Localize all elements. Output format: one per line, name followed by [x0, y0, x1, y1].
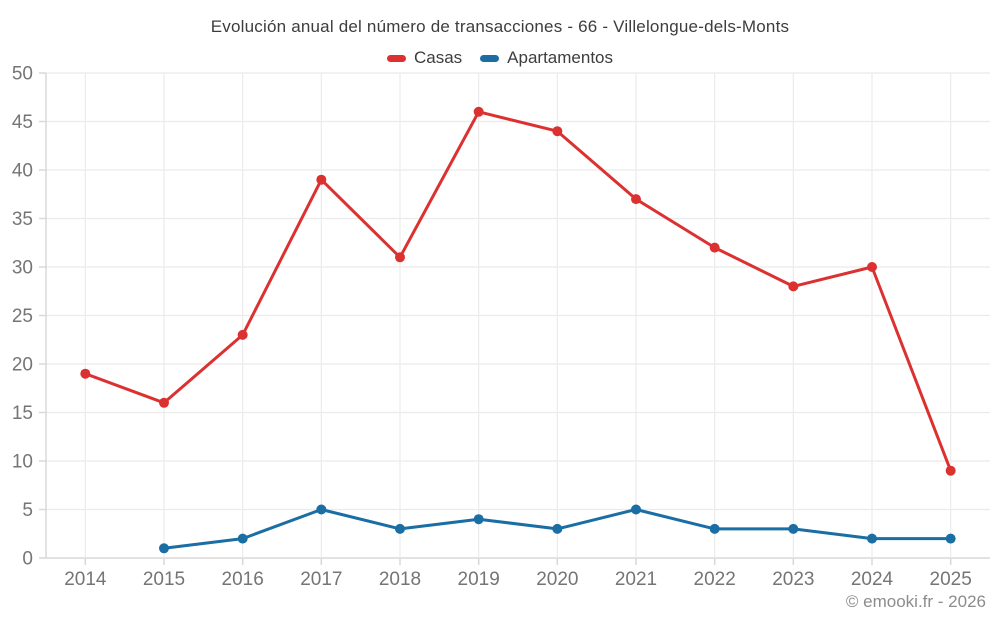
legend-item-casas[interactable]: Casas [386, 48, 463, 68]
x-tick-label: 2020 [536, 569, 578, 590]
point-casas-2020[interactable] [552, 126, 563, 137]
point-apartamentos-2017[interactable] [316, 504, 327, 515]
y-tick-label: 20 [12, 355, 33, 376]
legend-marker-apartamentos [480, 54, 500, 62]
x-tick-label: 2014 [64, 569, 107, 590]
y-tick-label: 15 [12, 403, 33, 424]
legend-marker-casas [386, 54, 406, 62]
x-tick-label: 2018 [379, 569, 421, 590]
chart-legend: Casas Apartamentos [0, 48, 1000, 68]
y-tick-label: 30 [12, 258, 33, 279]
point-casas-2018[interactable] [395, 252, 405, 263]
copyright-text: © emooki.fr - 2026 [845, 592, 986, 611]
point-casas-2023[interactable] [788, 281, 799, 292]
y-tick-label: 10 [12, 452, 33, 473]
x-tick-label: 2024 [851, 569, 894, 590]
legend-item-apartamentos[interactable]: Apartamentos [480, 48, 613, 68]
point-apartamentos-2024[interactable] [867, 533, 877, 544]
x-tick-label: 2025 [930, 569, 972, 590]
point-casas-2021[interactable] [631, 194, 641, 205]
y-tick-label: 35 [12, 209, 33, 230]
point-casas-2025[interactable] [945, 465, 956, 476]
point-casas-2015[interactable] [159, 397, 169, 408]
y-tick-label: 25 [12, 306, 33, 327]
point-apartamentos-2021[interactable] [631, 504, 641, 515]
point-apartamentos-2025[interactable] [945, 533, 956, 544]
x-tick-label: 2016 [222, 569, 264, 590]
point-casas-2016[interactable] [237, 329, 248, 340]
point-casas-2022[interactable] [709, 242, 720, 253]
chart-title: Evolución anual del número de transaccio… [210, 17, 790, 36]
point-apartamentos-2019[interactable] [473, 514, 484, 525]
y-tick-label: 5 [22, 500, 33, 521]
legend-label-apartamentos: Apartamentos [507, 48, 614, 67]
y-tick-label: 45 [12, 112, 33, 133]
point-casas-2014[interactable] [80, 368, 91, 379]
y-tick-label: 0 [22, 549, 33, 570]
x-tick-label: 2023 [772, 569, 814, 590]
point-casas-2024[interactable] [867, 262, 877, 272]
y-tick-label: 40 [12, 161, 33, 182]
point-apartamentos-2023[interactable] [788, 523, 799, 534]
point-apartamentos-2016[interactable] [237, 533, 248, 544]
point-apartamentos-2015[interactable] [159, 543, 169, 554]
point-apartamentos-2022[interactable] [709, 523, 720, 534]
point-casas-2019[interactable] [473, 106, 484, 117]
point-apartamentos-2020[interactable] [552, 523, 563, 534]
x-tick-label: 2015 [143, 569, 185, 590]
line-casas [83, 110, 953, 473]
legend-label-casas: Casas [413, 48, 463, 67]
point-apartamentos-2018[interactable] [395, 523, 405, 534]
x-tick-label: 2019 [458, 569, 500, 590]
x-tick-label: 2022 [694, 569, 736, 590]
y-tick-label: 50 [12, 64, 33, 85]
point-casas-2017[interactable] [316, 174, 327, 185]
x-tick-label: 2021 [615, 569, 657, 590]
x-tick-label: 2017 [300, 569, 342, 590]
